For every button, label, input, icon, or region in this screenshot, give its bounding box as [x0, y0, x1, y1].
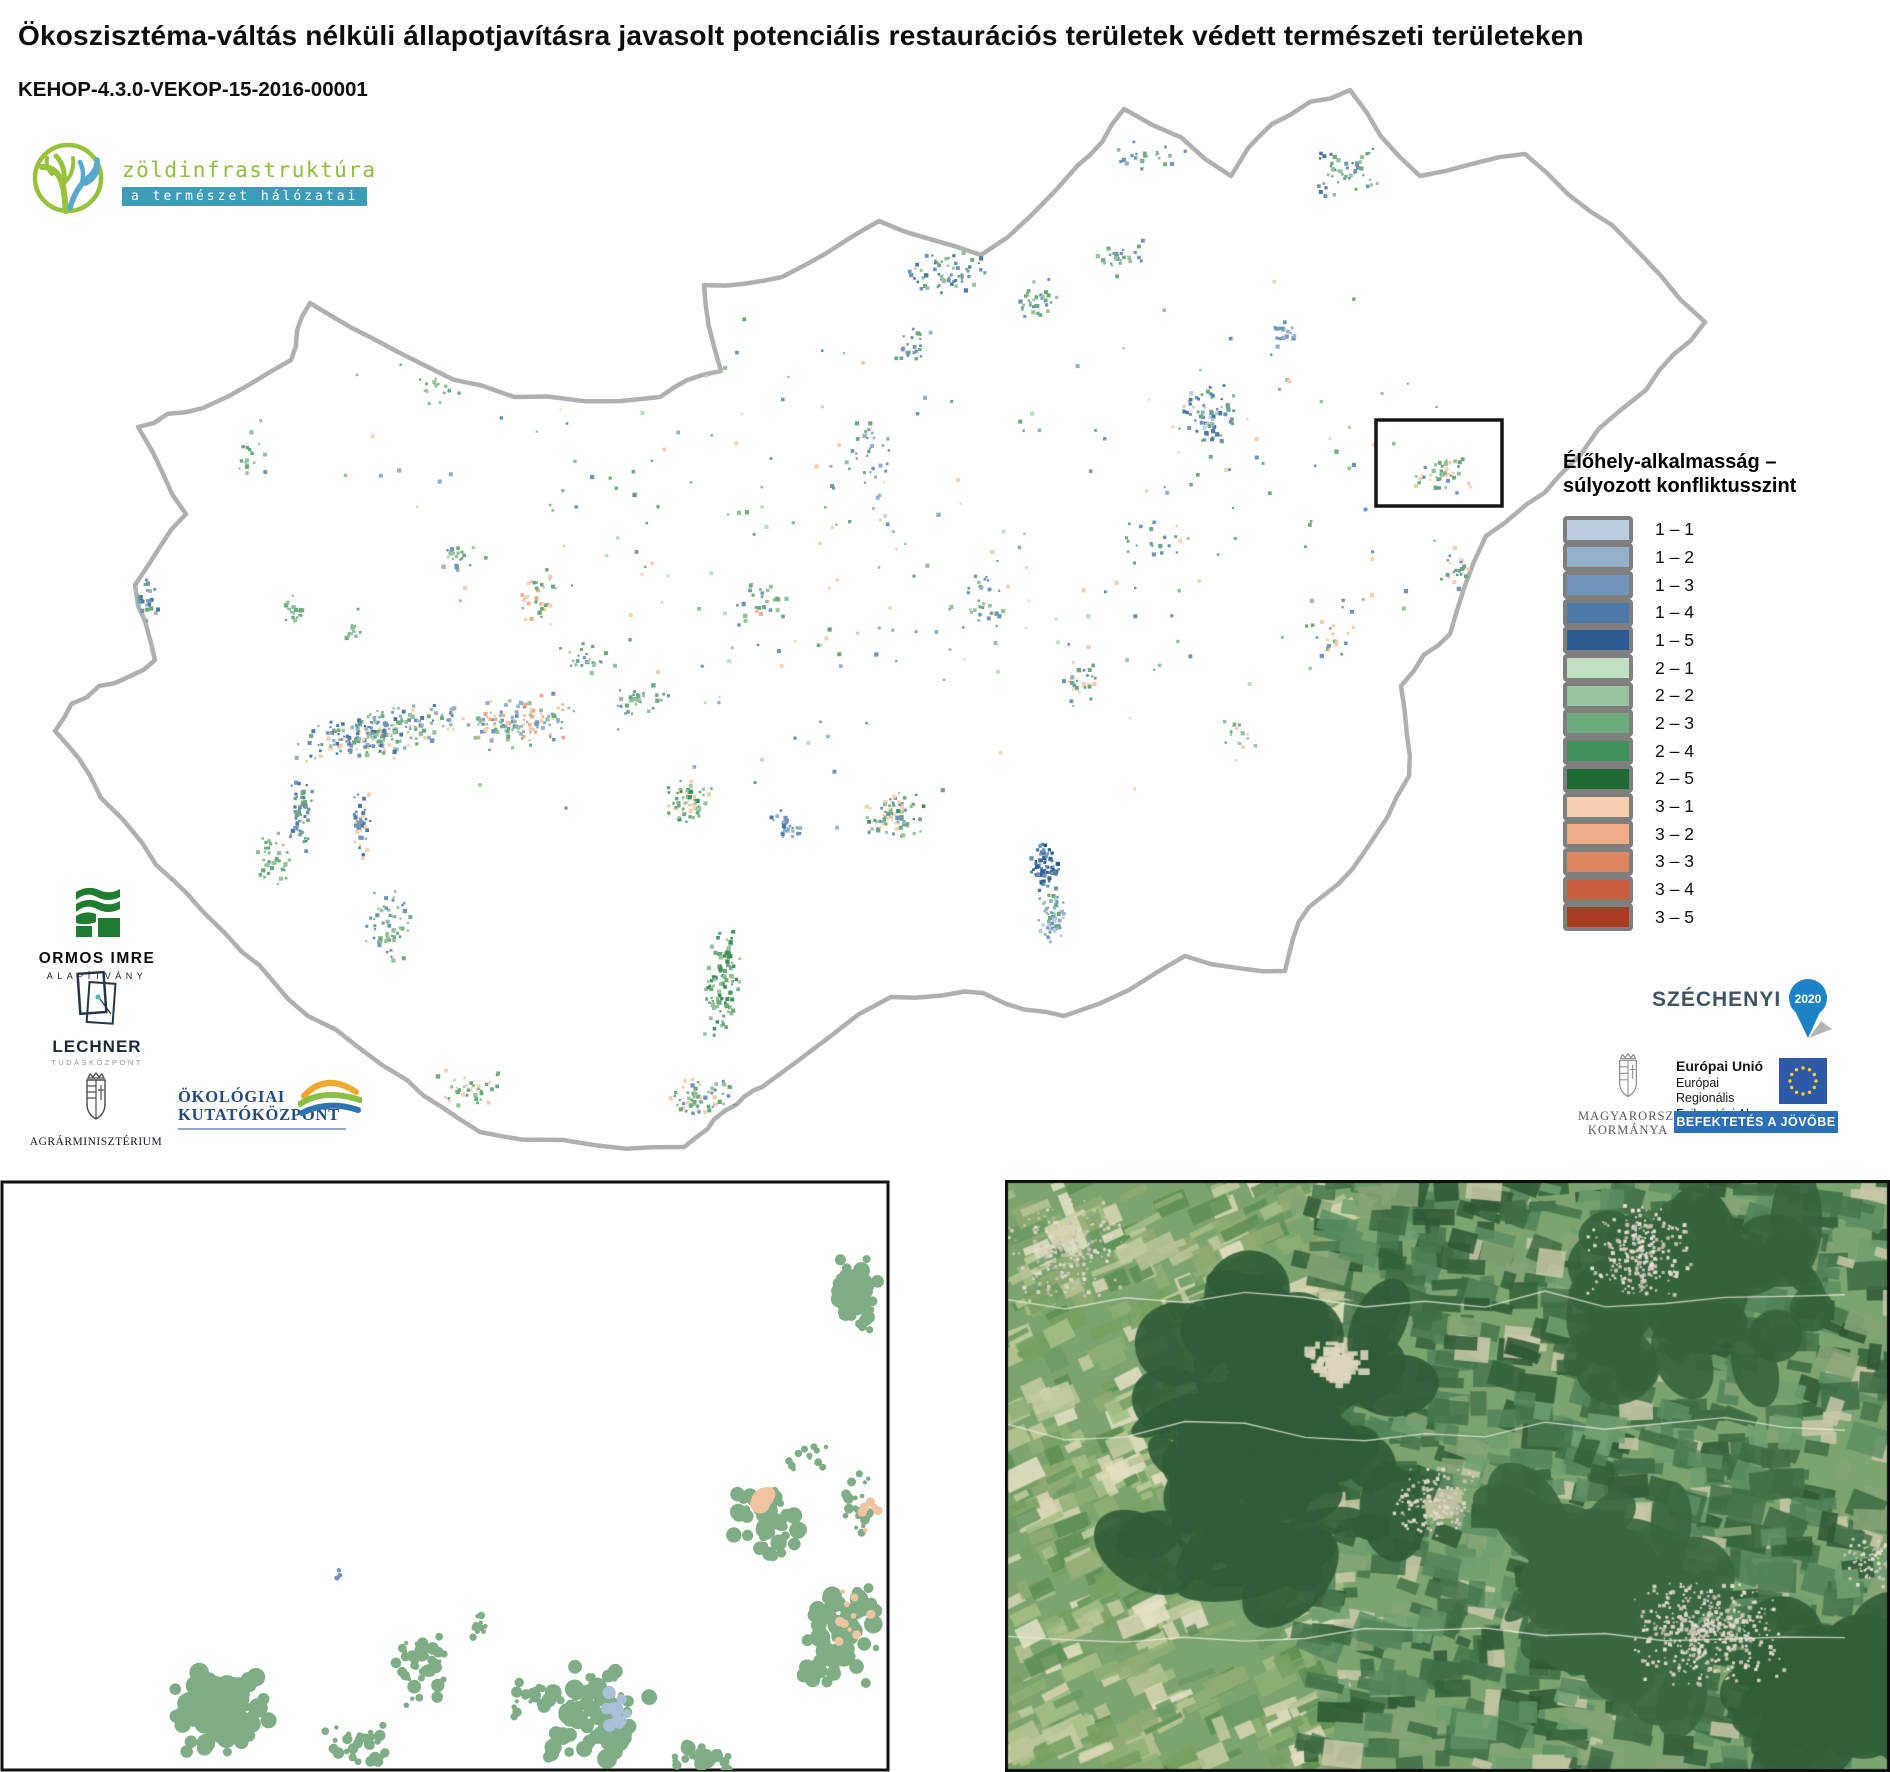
- legend-label: 1 – 2: [1655, 546, 1694, 567]
- agrarminiszterium-logo: AGRÁRMINISZTÉRIUM: [24, 1070, 168, 1148]
- legend-label: 2 – 2: [1655, 685, 1694, 706]
- legend-label: 1 – 3: [1655, 574, 1694, 595]
- eu-stars-flag-icon: [1779, 1058, 1827, 1109]
- legend-item: 1 – 2: [1563, 543, 1873, 572]
- legend-label: 3 – 5: [1655, 906, 1694, 927]
- legend-label: 1 – 5: [1655, 629, 1694, 650]
- left-inset-patches: [169, 1254, 884, 1770]
- legend-items: 1 – 1 1 – 2 1 – 3 1 – 4 1 – 5 2 – 1 2 – 2 2 – 3…: [1563, 515, 1873, 932]
- ormos-imre-logo: ORMOS IMRE ALAPÍTVÁNY: [28, 884, 166, 981]
- legend-swatch: [1563, 598, 1633, 627]
- brand-name: zöldinfrastruktúra: [122, 158, 377, 182]
- legend-item: 2 – 5: [1563, 764, 1873, 793]
- left-inset-frame: [0, 1180, 890, 1772]
- legend-swatch: [1563, 543, 1633, 572]
- legend-swatch: [1563, 626, 1633, 655]
- project-code: KEHOP-4.3.0-VEKOP-15-2016-00001: [18, 78, 368, 101]
- legend-swatch: [1563, 737, 1633, 766]
- landscape-swoosh-icon: [297, 1070, 363, 1125]
- legend-label: 3 – 3: [1655, 851, 1694, 872]
- legend-item: 2 – 1: [1563, 654, 1873, 683]
- page-title: Ökoszisztéma-váltás nélküli állapotjavít…: [18, 20, 1584, 51]
- legend-item: 3 – 2: [1563, 820, 1873, 849]
- lechner-subtitle: TUDÁSKÖZPONT: [51, 1058, 143, 1067]
- ormos-subtitle: ALAPÍTVÁNY: [46, 971, 148, 981]
- legend-item: 1 – 3: [1563, 571, 1873, 599]
- brand-tagline: a természet hálózatai: [122, 187, 368, 206]
- oko-underline: [178, 1128, 346, 1131]
- agrar-name: AGRÁRMINISZTÉRIUM: [29, 1136, 163, 1148]
- legend-label: 3 – 1: [1655, 796, 1694, 816]
- government-line1: MAGYARORSZÁG: [1578, 1109, 1695, 1123]
- green-waves-mark-icon: [72, 887, 122, 942]
- eu-funding-block: Európai Unió Európai Regionális Fejleszt…: [1676, 1058, 1827, 1122]
- legend-label: 3 – 4: [1655, 879, 1694, 900]
- legend-label: 3 – 2: [1655, 823, 1694, 844]
- eu-line2: Európai Regionális: [1676, 1075, 1735, 1106]
- legend-item: 2 – 2: [1563, 681, 1873, 710]
- ormos-name: ORMOS IMRE: [38, 950, 156, 967]
- zoldinfrastruktura-logo: zöldinfrastruktúra a természet hálózatai: [30, 136, 377, 225]
- oko-line1: ÖKOLÓGIAI: [178, 1087, 286, 1106]
- lechner-logo: LECHNER TUDÁSKÖZPONT: [28, 970, 166, 1067]
- szechenyi-badge: 2020: [1795, 992, 1822, 1006]
- legend-swatch: [1563, 681, 1633, 710]
- legend-item: 2 – 4: [1563, 737, 1873, 766]
- tree-circle-icon: [30, 136, 108, 225]
- restoration-patches: [123, 140, 1487, 1115]
- legend-item: 3 – 1: [1563, 792, 1873, 821]
- legend-label: 1 – 1: [1655, 519, 1694, 540]
- legend-item: 1 – 5: [1563, 626, 1873, 655]
- legend-title-line1: Élőhely-alkalmasság –: [1563, 451, 1777, 473]
- legend-item: 3 – 4: [1563, 875, 1873, 904]
- investment-banner: BEFEKTETÉS A JÖVŐBE: [1674, 1111, 1838, 1133]
- inset-extent-rect: [1374, 418, 1504, 508]
- szechenyi-2020-logo: SZÉCHENYI 2020: [1652, 978, 1837, 1049]
- legend-label: 2 – 1: [1655, 657, 1694, 678]
- map-pin-icon: 2020: [1787, 978, 1837, 1049]
- legend-swatch: [1563, 709, 1633, 738]
- satellite-inset-image: [1005, 1180, 1890, 1772]
- legend-swatch: [1563, 792, 1633, 821]
- legend-swatch: [1563, 875, 1633, 904]
- legend-item: 1 – 1: [1563, 515, 1873, 544]
- legend-swatch: [1563, 515, 1633, 544]
- hungary-crest-icon: [82, 1071, 110, 1130]
- legend-item: 2 – 3: [1563, 709, 1873, 738]
- legend-swatch: [1563, 571, 1633, 599]
- legend-swatch: [1563, 654, 1633, 683]
- legend-item: 3 – 5: [1563, 903, 1873, 932]
- government-line2: KORMÁNYA: [1587, 1123, 1669, 1138]
- legend-swatch: [1563, 820, 1633, 849]
- legend-item: 3 – 3: [1563, 847, 1873, 876]
- legend-swatch: [1563, 764, 1633, 793]
- legend-swatch: [1563, 903, 1633, 932]
- legend-title-line2: súlyozott konfliktusszint: [1563, 475, 1797, 498]
- eu-line1: Európai Unió: [1676, 1058, 1764, 1074]
- overlapping-frames-icon: [71, 970, 123, 1032]
- oko-line2: KUTATÓKÖZPONT: [178, 1105, 340, 1125]
- legend-swatch: [1563, 847, 1633, 876]
- legend-label: 2 – 3: [1655, 712, 1694, 733]
- legend-item: 1 – 4: [1563, 598, 1873, 627]
- legend-label: 1 – 4: [1655, 602, 1694, 623]
- szechenyi-label: SZÉCHENYI: [1652, 988, 1782, 1011]
- map-legend: Élőhely-alkalmasság – súlyozott konflikt…: [1563, 450, 1873, 932]
- okologiai-kutatokozpont-logo: ÖKOLÓGIAI KUTATÓKÖZPONT: [178, 1080, 363, 1131]
- legend-label: 2 – 4: [1655, 740, 1694, 761]
- hungary-crest-icon: [1615, 1052, 1641, 1108]
- government-logo: MAGYARORSZÁG KORMÁNYA: [1578, 1050, 1695, 1138]
- lechner-name: LECHNER: [52, 1037, 142, 1056]
- legend-label: 2 – 5: [1655, 768, 1694, 789]
